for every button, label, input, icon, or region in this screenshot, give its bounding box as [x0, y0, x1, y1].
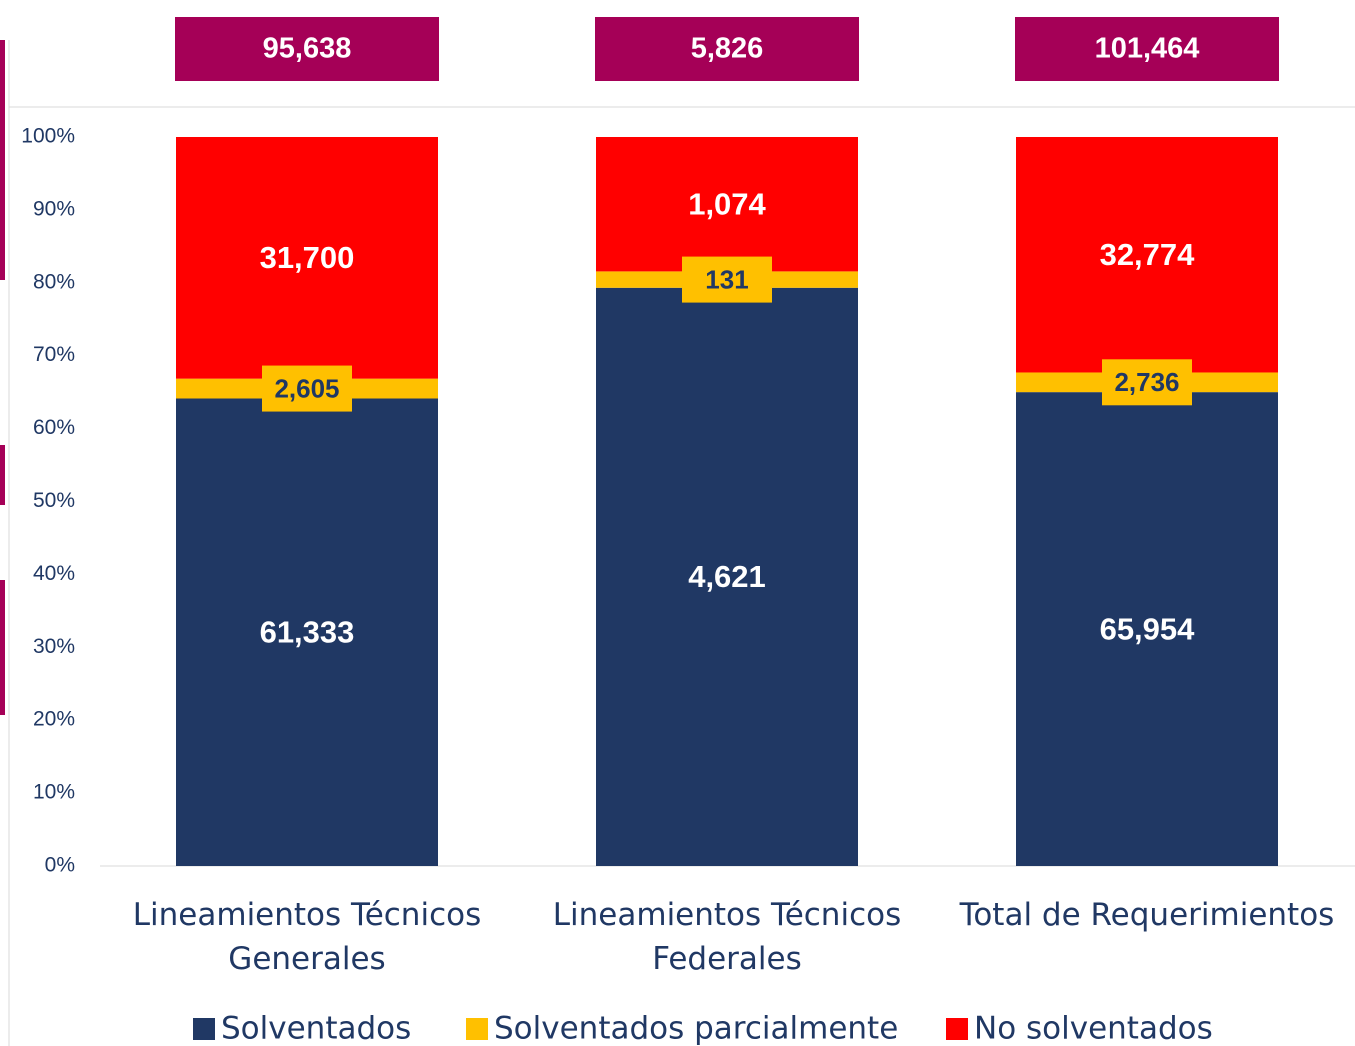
- y-tick-label: 100%: [21, 125, 75, 148]
- label-box: [262, 365, 352, 412]
- decor: [0, 445, 5, 505]
- y-tick-label: 50%: [33, 489, 75, 512]
- y-tick-label: 40%: [33, 562, 75, 585]
- bar-segment: [596, 287, 858, 866]
- data-label: 4,621: [688, 559, 766, 594]
- data-label: 2,736: [1114, 367, 1179, 397]
- data-label: 32,774: [1100, 237, 1196, 272]
- total-box: [175, 17, 439, 81]
- total-label: 101,464: [1095, 33, 1200, 65]
- y-tick-label: 30%: [33, 635, 75, 658]
- x-tick-label: Total de Requerimientos: [959, 897, 1335, 933]
- y-tick-label: 70%: [33, 343, 75, 366]
- legend-swatch: [946, 1018, 968, 1040]
- legend-label: No solventados: [974, 1011, 1213, 1046]
- decor: [0, 580, 5, 715]
- y-tick-label: 0%: [45, 854, 75, 877]
- x-tick-label: Lineamientos Técnicos Generales: [132, 897, 482, 977]
- y-tick-label: 80%: [33, 270, 75, 293]
- total-label: 5,826: [691, 33, 764, 65]
- legend-label: Solventados: [221, 1011, 411, 1046]
- bar-segment: [1016, 392, 1278, 866]
- bar-segment: [596, 137, 858, 272]
- total-box: [595, 17, 859, 81]
- y-tick-label: 60%: [33, 416, 75, 439]
- y-tick-label: 20%: [33, 708, 75, 731]
- decor: [0, 40, 5, 280]
- bar-segment: [176, 398, 438, 866]
- bar-segment: [176, 137, 438, 379]
- data-label: 1,074: [688, 186, 766, 221]
- legend-label: Solventados parcialmente: [494, 1011, 898, 1046]
- x-tick-label: Lineamientos Técnicos Federales: [552, 897, 902, 977]
- y-tick-label: 90%: [33, 197, 75, 220]
- bar-segment: [1016, 137, 1278, 373]
- y-tick-label: 10%: [33, 781, 75, 804]
- data-label: 31,700: [260, 240, 355, 275]
- legend-swatch: [193, 1018, 215, 1040]
- data-label: 65,954: [1100, 611, 1196, 646]
- total-label: 95,638: [263, 33, 352, 65]
- total-box: [1015, 17, 1279, 81]
- label-box: [1102, 359, 1192, 406]
- legend-swatch: [466, 1018, 488, 1040]
- label-box: [682, 256, 772, 303]
- data-label: 61,333: [260, 614, 355, 649]
- data-label: 131: [705, 264, 748, 294]
- data-label: 2,605: [274, 373, 339, 403]
